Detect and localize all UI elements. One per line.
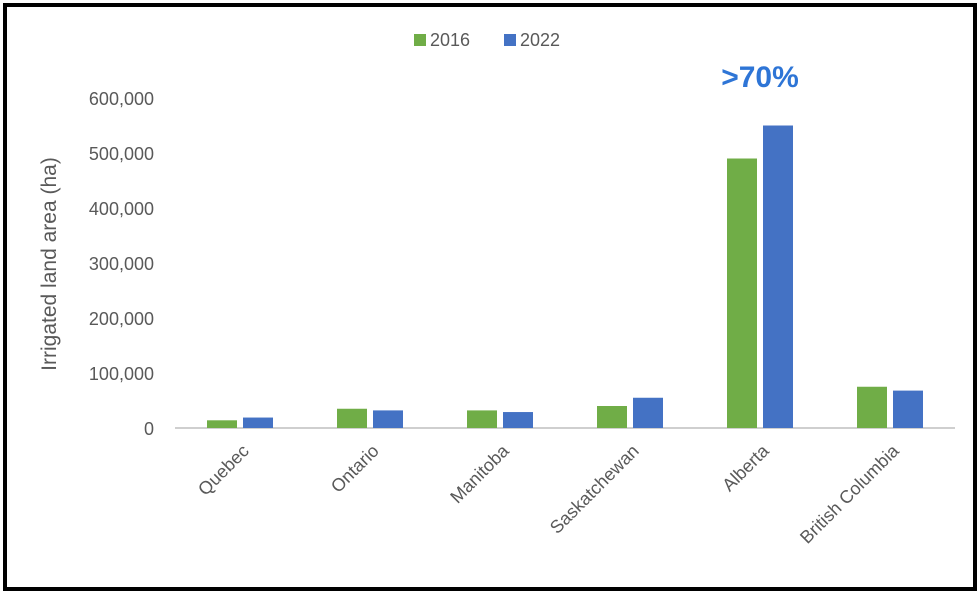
legend-label: 2022: [520, 30, 560, 50]
legend-label: 2016: [430, 30, 470, 50]
x-category-label: Ontario: [327, 441, 383, 497]
bars: [207, 126, 923, 429]
x-axis-categories: Quebec Ontario Manitoba Saskatchewan Alberta…: [194, 440, 903, 548]
x-category-label: Manitoba: [446, 440, 513, 507]
bar-2016-ontario: [337, 409, 367, 428]
bar-2022-alberta: [763, 126, 793, 429]
x-category-label: Alberta: [718, 440, 773, 495]
y-tick-label: 200,000: [89, 309, 154, 329]
y-axis-label: Irrigated land area (ha): [38, 157, 61, 371]
y-tick-label: 0: [144, 419, 154, 439]
bar-2016-saskatchewan: [597, 406, 627, 428]
legend-swatch: [414, 34, 426, 46]
bar-2016-british-columbia: [857, 387, 887, 428]
bar-2022-saskatchewan: [633, 398, 663, 428]
y-tick-label: 100,000: [89, 364, 154, 384]
bar-2022-manitoba: [503, 412, 533, 428]
legend: 2016 2022: [414, 30, 560, 50]
annotation-label: >70%: [721, 61, 799, 94]
y-axis-ticks: 0 100,000 200,000 300,000 400,000 500,000 600,…: [89, 89, 154, 439]
bar-2022-ontario: [373, 410, 403, 428]
y-tick-label: 400,000: [89, 199, 154, 219]
bar-2022-british-columbia: [893, 391, 923, 428]
y-tick-label: 300,000: [89, 254, 154, 274]
y-tick-label: 500,000: [89, 144, 154, 164]
bar-2016-manitoba: [467, 410, 497, 428]
bar-2022-quebec: [243, 418, 273, 428]
x-category-label: British Columbia: [796, 440, 904, 548]
bar-2016-quebec: [207, 420, 237, 428]
y-tick-label: 600,000: [89, 89, 154, 109]
legend-swatch: [504, 34, 516, 46]
x-category-label: Saskatchewan: [546, 441, 643, 538]
x-category-label: Quebec: [194, 441, 253, 500]
bar-2016-alberta: [727, 159, 757, 429]
